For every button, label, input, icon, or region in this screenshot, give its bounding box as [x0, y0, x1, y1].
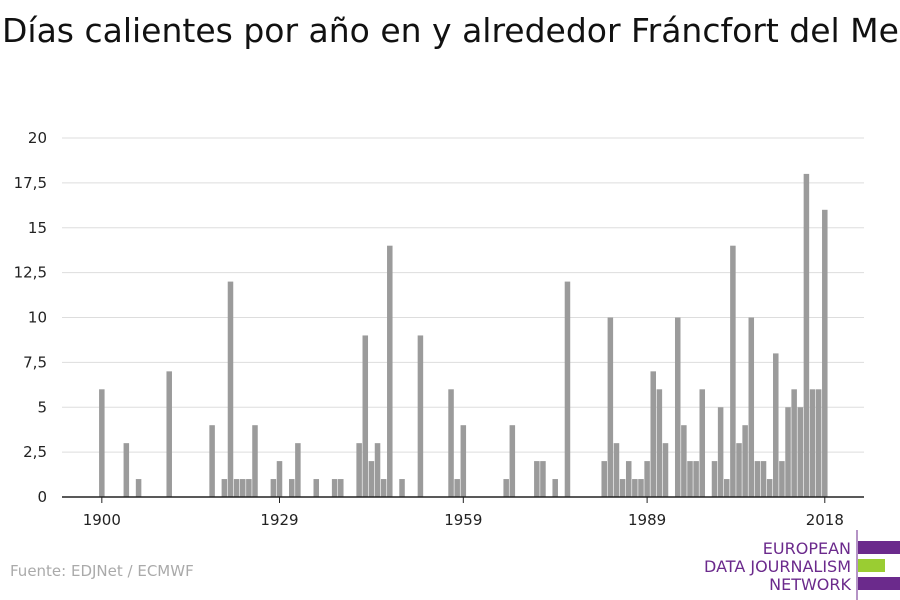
- bar: [448, 389, 454, 497]
- bar: [288, 479, 295, 497]
- bar: [295, 443, 301, 497]
- y-tick-label: 0: [37, 488, 47, 506]
- bar: [221, 479, 228, 497]
- bar: [822, 209, 828, 498]
- bar: [803, 173, 810, 497]
- bar: [632, 479, 638, 497]
- bar: [724, 479, 730, 497]
- bar: [730, 245, 736, 497]
- bar: [656, 389, 663, 497]
- bar: [625, 461, 632, 497]
- bar: [270, 479, 277, 497]
- bar: [742, 425, 748, 497]
- bar: [417, 335, 424, 497]
- bar: [681, 425, 687, 497]
- x-tick-label: 1989: [628, 511, 666, 529]
- bar: [674, 317, 681, 497]
- bar: [387, 245, 393, 497]
- bar: [638, 479, 644, 497]
- bar: [736, 443, 742, 497]
- logo-bar: [858, 559, 885, 572]
- bar: [233, 479, 240, 497]
- bar: [644, 461, 650, 497]
- bar: [564, 281, 571, 497]
- bar: [503, 479, 509, 497]
- bar: [809, 389, 816, 497]
- bar: [331, 479, 338, 497]
- bar: [619, 479, 626, 497]
- bar: [362, 335, 369, 497]
- bar: [754, 461, 761, 497]
- bar: [607, 317, 614, 497]
- bar: [601, 461, 607, 497]
- bar: [99, 389, 105, 497]
- bar: [797, 407, 804, 497]
- bar: [711, 461, 718, 497]
- title-text: Días calientes por año en y alrededor Fr…: [2, 11, 900, 50]
- logo-line: NETWORK: [769, 575, 851, 594]
- bar: [374, 443, 381, 497]
- bar: [380, 479, 387, 497]
- bar: [791, 389, 797, 497]
- bar: [779, 461, 785, 497]
- x-tick-label: 2018: [806, 511, 844, 529]
- bar: [239, 479, 246, 497]
- bar: [785, 407, 791, 497]
- bar: [227, 281, 234, 497]
- bar: [209, 425, 215, 497]
- bar: [166, 371, 172, 497]
- bar: [760, 461, 767, 497]
- bar: [662, 443, 669, 497]
- bar: [534, 461, 540, 497]
- bar: [509, 425, 516, 497]
- y-tick-label: 20: [28, 129, 47, 147]
- bar: [540, 461, 546, 497]
- bar: [687, 461, 693, 497]
- y-tick-label: 2,5: [23, 443, 47, 461]
- x-tick-label: 1929: [260, 511, 298, 529]
- logo-bar: [858, 577, 900, 590]
- logo-bar: [858, 541, 900, 554]
- bar: [313, 479, 320, 497]
- logo-line: EUROPEAN: [763, 539, 851, 558]
- bar: [773, 353, 779, 497]
- chart-title: Días calientes por año en y alrededor Fr…: [2, 11, 900, 50]
- bar: [135, 479, 142, 497]
- bar: [246, 479, 252, 497]
- bar: [123, 443, 130, 497]
- bar: [368, 461, 375, 497]
- y-tick-label: 12,5: [14, 264, 47, 282]
- bar: [276, 461, 283, 497]
- x-tick-label: 1900: [83, 511, 121, 529]
- y-tick-label: 17,5: [14, 174, 47, 192]
- bar: [815, 389, 822, 497]
- x-tick-label: 1959: [444, 511, 482, 529]
- bar: [693, 461, 699, 497]
- bar: [613, 443, 620, 497]
- y-tick-label: 5: [37, 398, 47, 416]
- bar: [552, 479, 558, 497]
- bar: [460, 425, 467, 497]
- bar: [766, 479, 773, 497]
- bar: [748, 317, 755, 497]
- logo-line: DATA JOURNALISM: [704, 557, 851, 576]
- bar: [454, 479, 460, 497]
- bar: [717, 407, 724, 497]
- y-tick-label: 15: [28, 219, 47, 237]
- bar: [356, 443, 362, 497]
- y-tick-label: 10: [28, 309, 47, 327]
- y-tick-label: 7,5: [23, 353, 47, 371]
- bar: [399, 479, 405, 497]
- bar: [650, 371, 656, 497]
- bar: [338, 479, 344, 497]
- bar: [252, 425, 258, 497]
- source: Fuente: EDJNet / ECMWF: [10, 562, 194, 580]
- bar: [699, 389, 706, 497]
